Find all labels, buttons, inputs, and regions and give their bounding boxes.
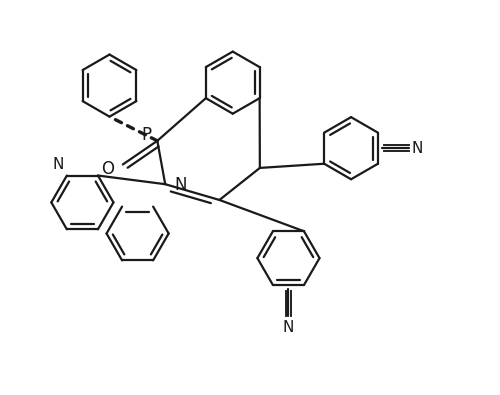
Text: P: P — [142, 126, 152, 144]
Text: N: N — [174, 176, 186, 194]
Text: N: N — [52, 156, 64, 171]
Text: O: O — [101, 160, 114, 179]
Text: N: N — [411, 141, 422, 156]
Text: N: N — [283, 320, 294, 335]
